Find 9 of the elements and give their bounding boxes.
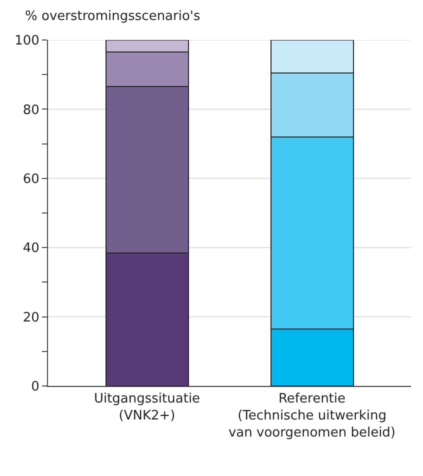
y-tick-label: 80 bbox=[22, 102, 40, 118]
y-tick-label: 40 bbox=[22, 241, 40, 256]
y-tick-label: 60 bbox=[22, 172, 40, 187]
y-axis-title: % overstromingsscenario's bbox=[25, 9, 201, 24]
x-tick-label: Uitgangssituatie (VNK2+) bbox=[94, 392, 200, 424]
y-tick-label: 20 bbox=[22, 310, 40, 326]
y-tick-label: 100 bbox=[14, 34, 40, 49]
y-tick-label: 0 bbox=[31, 380, 40, 395]
x-tick-label: Referentie (Technische uitwerking van voorgenomen beleid) bbox=[228, 392, 396, 440]
